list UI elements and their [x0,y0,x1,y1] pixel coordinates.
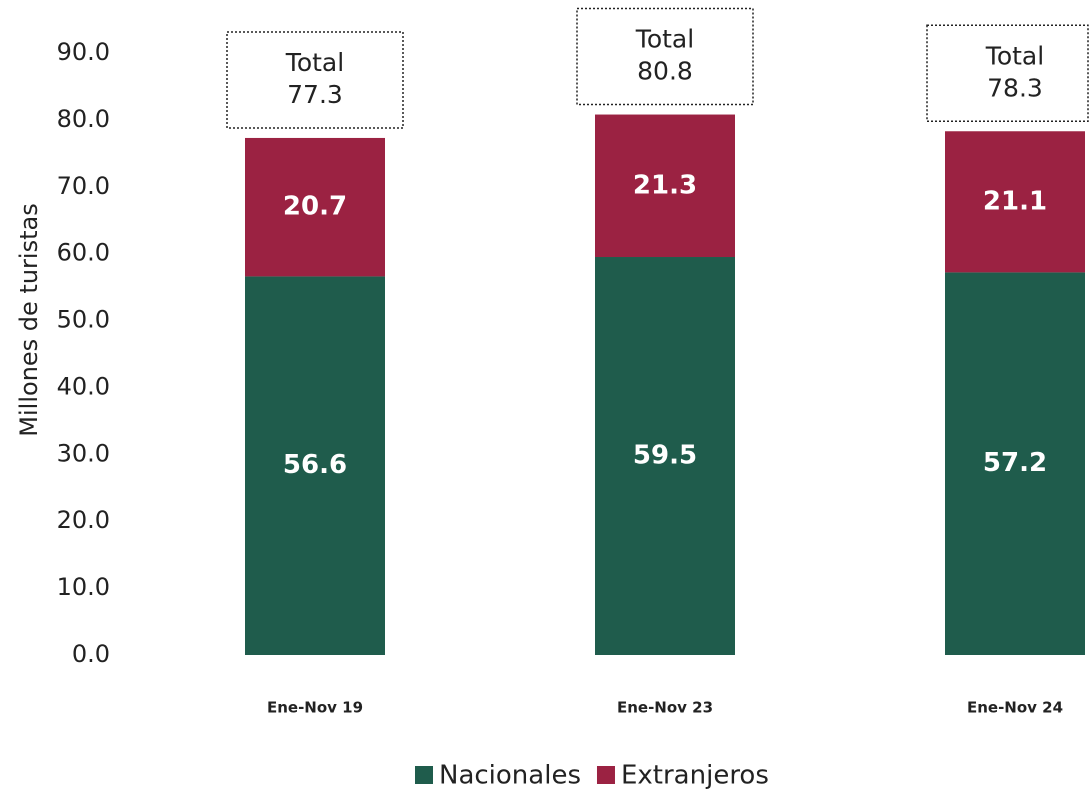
total-label: Total [285,48,344,77]
y-tick-label: 70.0 [57,172,110,200]
total-value: 80.8 [637,57,693,86]
y-axis-title: Millones de turistas [15,203,43,436]
bar-segment [945,131,1085,273]
bar-segment [245,137,385,277]
legend-swatch [415,766,433,784]
bar-segment [945,272,1085,655]
legend-swatch [596,766,615,784]
x-tick-label: Ene-Nov 24 [967,699,1063,717]
y-tick-label: 90.0 [57,38,110,66]
y-tick-label: 10.0 [57,573,110,601]
total-value: 78.3 [987,73,1043,102]
data-label: 20.7 [283,192,347,222]
x-tick-label: Ene-Nov 23 [617,699,713,717]
total-value: 77.3 [287,80,343,109]
total-box [226,31,404,129]
y-tick-label: 20.0 [57,506,110,534]
bar-segment [595,257,735,655]
y-tick-label: 40.0 [57,372,110,400]
data-label: 56.6 [283,450,347,480]
y-tick-label: 80.0 [57,105,110,133]
y-tick-label: 50.0 [57,306,110,334]
y-tick-label: 0.0 [72,640,110,668]
bar-segment [595,114,735,258]
legend-label: Nacionales [439,761,581,791]
data-label: 21.1 [983,186,1047,216]
data-label: 59.5 [633,441,697,471]
total-label: Total [635,25,694,54]
total-box [926,24,1089,123]
y-tick-label: 60.0 [57,239,110,267]
legend-label: Extranjeros [621,761,769,791]
data-label: 57.2 [983,448,1047,478]
data-label: 21.3 [633,170,697,200]
y-tick-label: 30.0 [57,439,110,467]
total-box [576,7,754,106]
bar-segment [245,276,385,655]
total-label: Total [985,41,1044,70]
x-tick-label: Ene-Nov 19 [267,699,363,717]
